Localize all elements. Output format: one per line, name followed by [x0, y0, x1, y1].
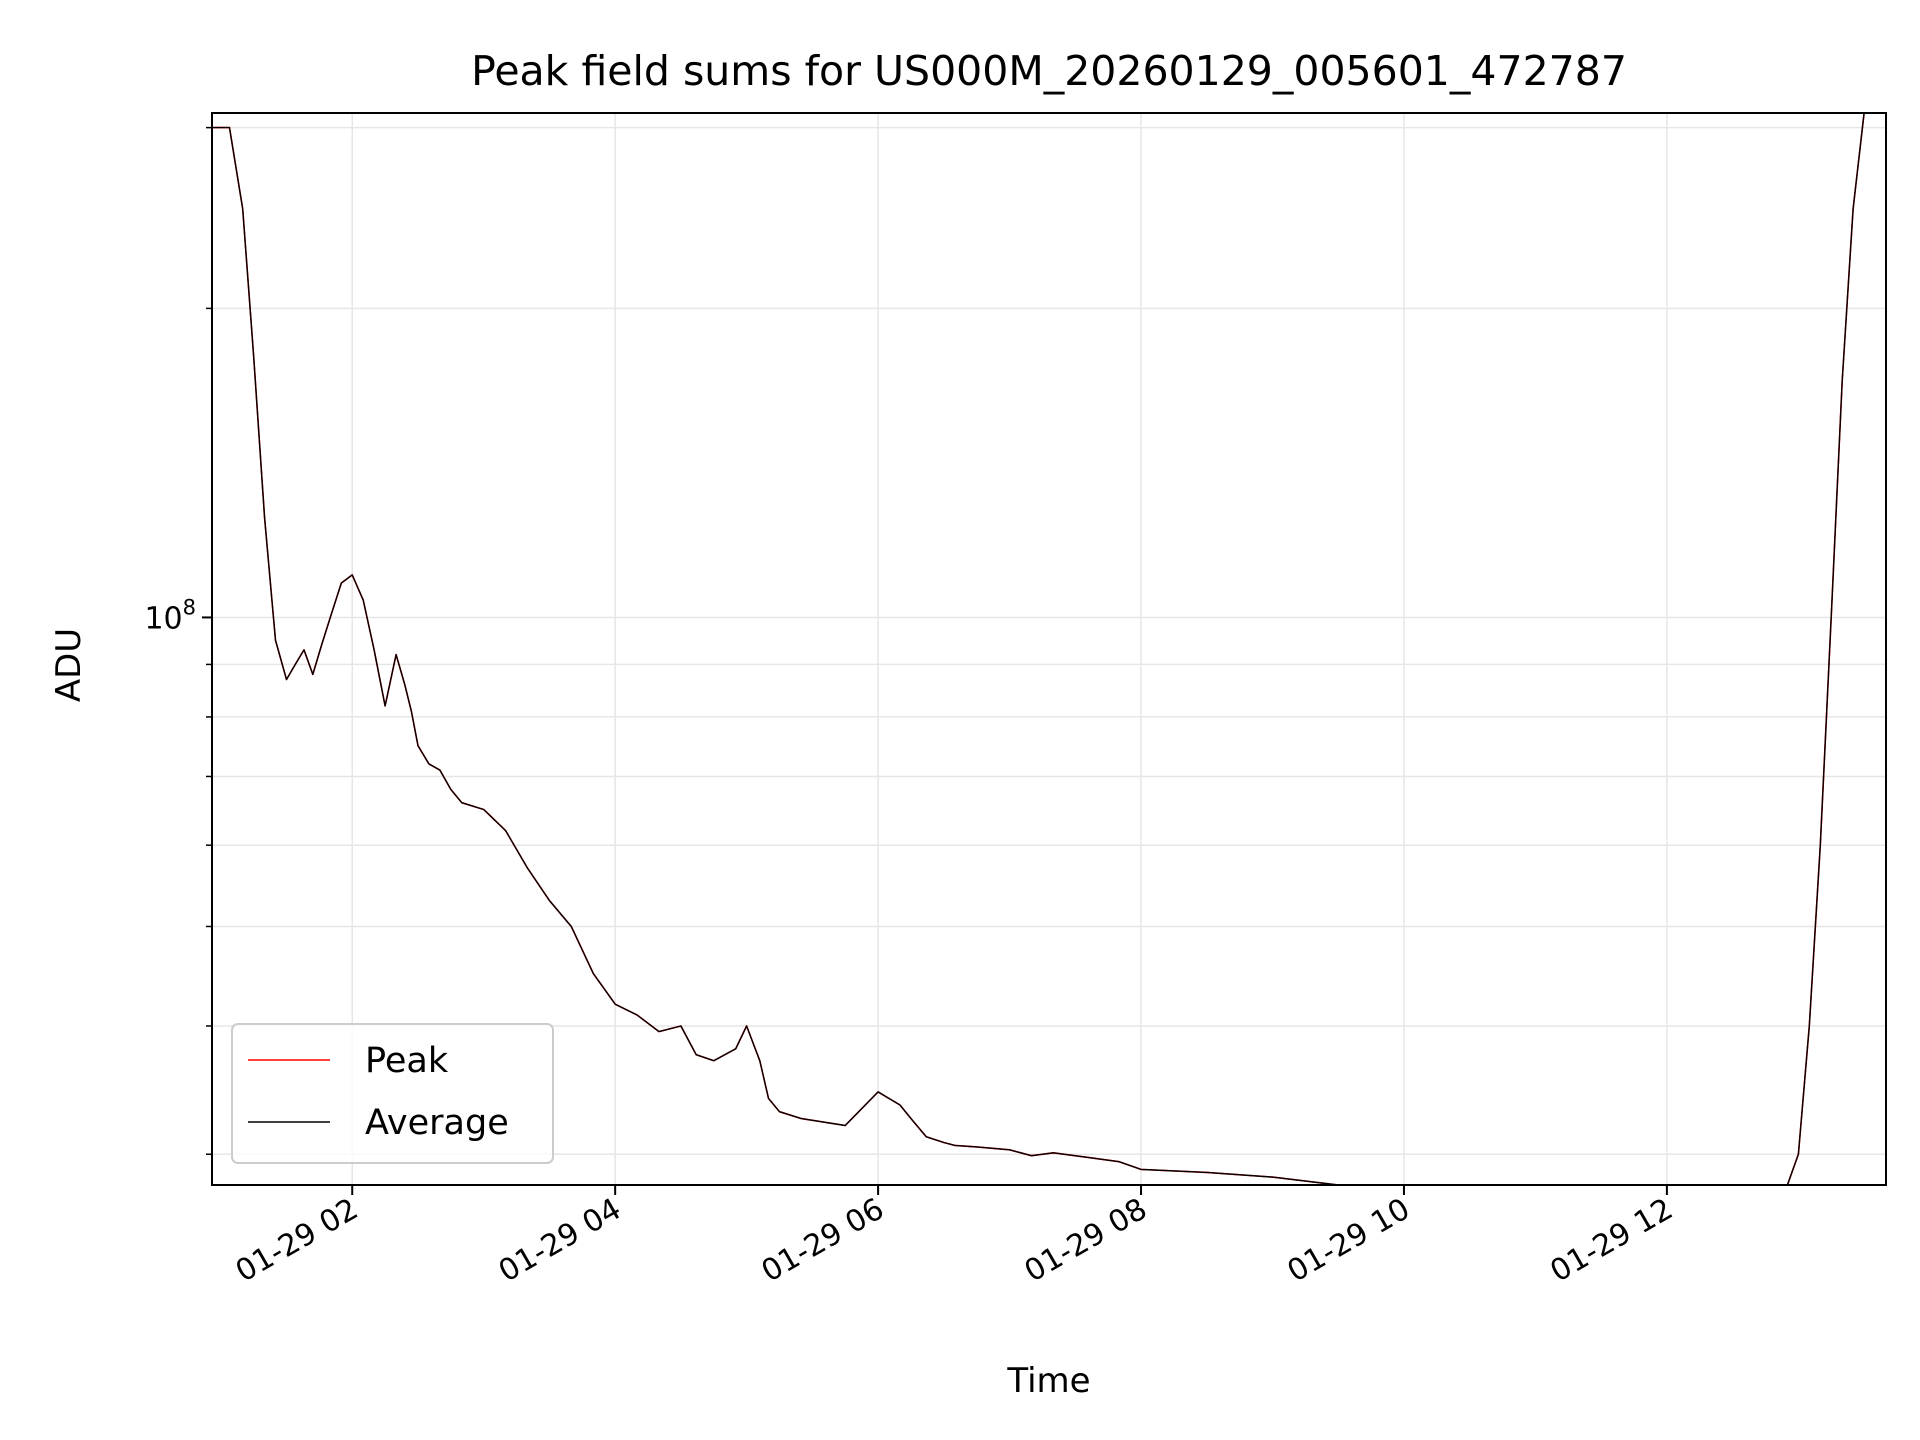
y-axis-label: ADU	[49, 628, 89, 702]
x-axis-label: Time	[1006, 1361, 1090, 1401]
plot-frame	[211, 112, 1887, 1186]
y-axis: 108	[144, 126, 212, 1155]
legend-label-peak: Peak	[365, 1041, 449, 1081]
chart-title: Peak field sums for US000M_20260129_0056…	[471, 47, 1627, 95]
legend-box	[231, 1023, 554, 1164]
legend: Peak Average	[231, 1023, 554, 1164]
legend-label-average: Average	[365, 1103, 509, 1143]
y-tick-label: 108	[144, 595, 196, 636]
